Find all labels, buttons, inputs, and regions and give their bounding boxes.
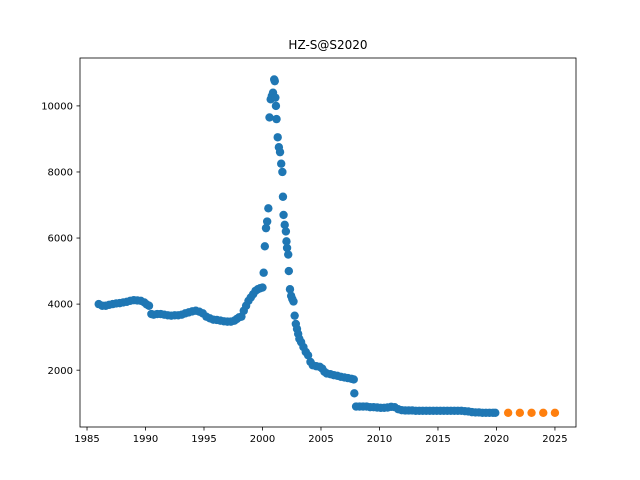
data-point-series-1 bbox=[277, 159, 286, 168]
data-point-series-1 bbox=[280, 220, 289, 230]
data-point-series-1 bbox=[279, 210, 288, 220]
x-tick-label: 2020 bbox=[484, 434, 509, 445]
x-tick-label: 1985 bbox=[74, 434, 99, 445]
y-tick-label: 10000 bbox=[41, 102, 73, 113]
data-point-series-1 bbox=[282, 243, 292, 253]
data-point-series-2 bbox=[515, 408, 525, 417]
y-tick-label: 4000 bbox=[48, 300, 73, 311]
data-point-series-1 bbox=[285, 285, 295, 294]
data-point-series-1 bbox=[349, 375, 358, 384]
y-tick-label: 8000 bbox=[48, 168, 73, 179]
data-point-series-1 bbox=[259, 268, 268, 277]
y-tick-label: 6000 bbox=[48, 234, 73, 245]
x-tick-label: 2000 bbox=[250, 434, 275, 445]
data-point-series-1 bbox=[491, 408, 500, 417]
data-point-series-1 bbox=[289, 297, 298, 306]
data-point-series-1 bbox=[258, 283, 267, 292]
plot-area-frame bbox=[79, 57, 577, 428]
data-point-series-1 bbox=[290, 311, 299, 320]
y-tick-label: 2000 bbox=[48, 366, 73, 377]
data-point-series-1 bbox=[144, 301, 154, 310]
data-point-series-1 bbox=[284, 266, 294, 276]
x-tick-label: 1990 bbox=[133, 434, 158, 445]
data-point-series-1 bbox=[282, 237, 291, 246]
data-points bbox=[94, 75, 560, 417]
x-tick-label: 2015 bbox=[425, 434, 450, 445]
data-point-series-1 bbox=[270, 76, 279, 86]
data-point-series-1 bbox=[271, 101, 281, 111]
data-point-series-1 bbox=[262, 217, 272, 226]
data-point-series-1 bbox=[260, 242, 270, 251]
data-point-series-1 bbox=[278, 192, 288, 201]
data-point-series-1 bbox=[281, 227, 291, 236]
data-point-series-2 bbox=[503, 408, 513, 417]
data-point-series-1 bbox=[272, 114, 281, 124]
data-point-series-1 bbox=[261, 223, 271, 233]
data-point-series-1 bbox=[284, 250, 293, 259]
data-point-series-1 bbox=[273, 133, 282, 142]
x-tick-label: 2025 bbox=[542, 434, 567, 445]
data-point-series-1 bbox=[264, 204, 273, 213]
chart-title: HZ-S@S2020 bbox=[288, 38, 367, 52]
data-point-series-1 bbox=[350, 389, 359, 398]
data-point-series-1 bbox=[265, 113, 274, 122]
x-axis: 1985 1990 1995 2000 2005 2010 2015 2020 2025 bbox=[74, 427, 568, 445]
data-point-series-2 bbox=[539, 408, 548, 417]
data-point-series-1 bbox=[275, 147, 285, 157]
data-point-series-1 bbox=[303, 351, 313, 360]
data-point-series-1 bbox=[271, 93, 280, 102]
x-tick-label: 2005 bbox=[308, 434, 333, 445]
x-tick-label: 1995 bbox=[191, 434, 216, 445]
data-point-series-2 bbox=[527, 408, 536, 417]
data-point-series-2 bbox=[550, 408, 560, 417]
data-point-series-1 bbox=[278, 167, 287, 177]
x-tick-label: 2010 bbox=[367, 434, 392, 445]
y-axis: 2000 4000 6000 8000 10000 bbox=[41, 102, 80, 377]
